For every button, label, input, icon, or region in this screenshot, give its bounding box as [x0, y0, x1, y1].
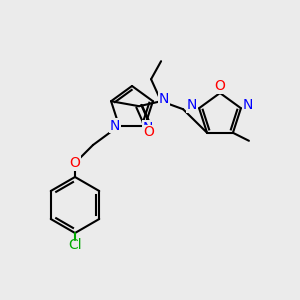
Text: O: O [70, 156, 80, 170]
Text: N: N [243, 98, 253, 112]
Text: O: O [144, 125, 154, 139]
Text: Cl: Cl [68, 238, 82, 252]
Text: N: N [159, 92, 169, 106]
Text: N: N [187, 98, 197, 112]
Text: O: O [214, 79, 225, 93]
Text: N: N [143, 121, 153, 135]
Text: N: N [110, 119, 120, 133]
